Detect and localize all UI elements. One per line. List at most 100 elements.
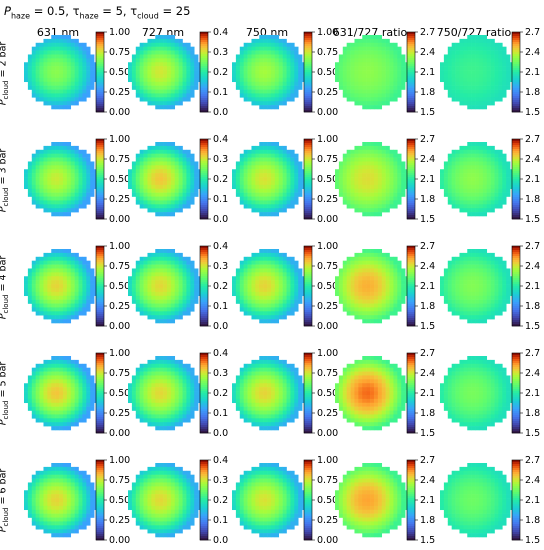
disk-pixel — [381, 145, 386, 151]
disk-pixel — [502, 46, 507, 51]
disk-pixel — [35, 284, 40, 289]
disk-pixel — [194, 73, 199, 79]
disk-pixel — [51, 77, 56, 83]
disk-pixel — [155, 249, 160, 254]
disk-pixel — [358, 165, 363, 170]
disk-pixel — [362, 58, 367, 63]
disk-pixel — [139, 54, 144, 59]
disk-pixel — [239, 66, 244, 71]
disk-pixel — [66, 249, 72, 254]
colorbar-step — [304, 60, 312, 63]
disk-pixel — [443, 66, 449, 71]
colorbar-step — [512, 211, 520, 214]
disk-pixel — [55, 38, 60, 44]
disk-pixel — [486, 62, 491, 67]
disk-pixel — [78, 161, 83, 166]
disk-pixel — [170, 291, 176, 297]
disk-pixel — [463, 73, 468, 79]
disk-pixel — [43, 295, 48, 300]
disk-pixel — [35, 50, 40, 55]
disk-pixel — [66, 208, 72, 213]
disk-pixel — [143, 89, 148, 94]
colorbar-step — [407, 320, 415, 323]
disk-pixel — [294, 58, 299, 63]
disk-pixel — [186, 73, 191, 79]
disk-pixel — [447, 169, 452, 174]
disk-pixel — [286, 97, 291, 102]
disk-pixel — [447, 200, 452, 205]
disk-pixel — [232, 173, 237, 178]
disk-pixel — [397, 264, 402, 269]
colorbar-step — [304, 256, 312, 259]
disk-pixel — [55, 208, 60, 213]
disk-pixel — [263, 54, 268, 59]
disk-pixel — [232, 280, 237, 285]
disk-pixel — [475, 280, 480, 285]
disk-pixel — [282, 196, 287, 201]
disk-pixel — [463, 268, 468, 273]
disk-pixel — [59, 272, 64, 277]
colorbar-step — [407, 276, 415, 279]
disk-pixel — [128, 184, 133, 190]
disk-pixel — [290, 165, 295, 170]
disk-pixel — [274, 315, 280, 320]
disk-pixel — [490, 173, 495, 178]
disk-pixel — [139, 62, 144, 67]
panel-r3-c1: 0.000.250.500.751.00 — [24, 241, 130, 332]
disk-pixel — [159, 142, 164, 147]
colorbar-step — [304, 274, 312, 277]
colorbar-step — [96, 169, 104, 172]
disk-pixel — [393, 180, 398, 186]
disk-pixel — [263, 315, 268, 320]
disk-pixel — [393, 196, 398, 201]
colorbar-step — [96, 199, 104, 202]
colorbar-step — [96, 246, 104, 249]
disk-pixel — [70, 73, 75, 79]
disk-pixel — [267, 256, 272, 261]
disk-pixel — [358, 42, 363, 47]
disk-pixel — [286, 89, 291, 94]
disk-pixel — [385, 208, 390, 213]
disk-pixel — [147, 272, 152, 277]
disk-pixel — [471, 85, 476, 90]
disk-pixel — [286, 264, 291, 269]
disk-pixel — [62, 260, 68, 265]
disk-pixel — [155, 299, 160, 304]
disk-pixel — [286, 284, 291, 289]
disk-pixel — [362, 200, 367, 205]
disk-pixel — [263, 196, 268, 201]
disk-pixel — [440, 276, 445, 281]
disk-pixel — [278, 284, 283, 289]
disk-pixel — [131, 192, 137, 197]
disk-pixel — [86, 70, 91, 75]
disk-pixel — [498, 307, 503, 312]
disk-pixel — [451, 173, 456, 178]
disk-pixel — [451, 50, 456, 55]
colorbar-step — [200, 213, 208, 216]
disk-pixel — [259, 284, 264, 289]
disk-pixel — [27, 406, 33, 411]
disk-pixel — [47, 101, 52, 106]
disk-pixel — [358, 38, 363, 44]
disk-pixel — [373, 173, 379, 178]
disk-pixel — [251, 208, 256, 213]
disk-pixel — [251, 311, 256, 316]
disk-pixel — [43, 177, 48, 182]
colorbar-step — [304, 258, 312, 261]
disk-pixel — [82, 303, 87, 308]
disk-pixel — [190, 70, 195, 75]
disk-pixel — [239, 287, 244, 293]
disk-pixel — [267, 284, 272, 289]
disk-pixel — [350, 284, 355, 289]
disk-pixel — [190, 54, 195, 59]
disk-pixel — [178, 303, 183, 308]
disk-pixel — [478, 272, 484, 277]
disk-pixel — [267, 204, 272, 209]
disk-pixel — [78, 173, 83, 178]
disk-pixel — [350, 291, 355, 297]
disk-pixel — [278, 161, 283, 166]
disk-pixel — [27, 394, 33, 400]
disk-pixel — [155, 208, 160, 213]
disk-pixel — [467, 161, 472, 166]
disk-pixel — [43, 85, 48, 90]
